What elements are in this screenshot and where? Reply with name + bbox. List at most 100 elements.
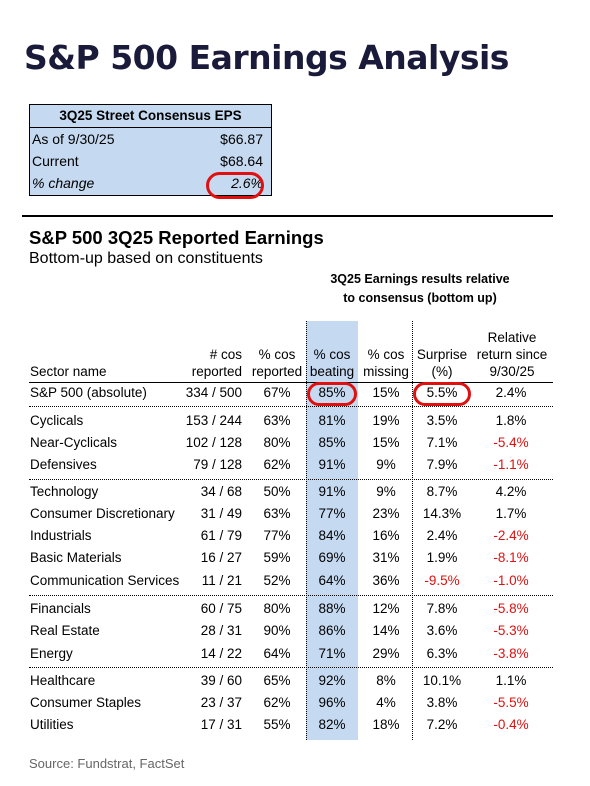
row-relative-return: -5.4%	[493, 435, 529, 450]
row-relative-return: -8.1%	[493, 550, 529, 565]
section-title: S&P 500 3Q25 Reported Earnings	[29, 227, 324, 248]
highlight-circle	[206, 172, 264, 199]
row-pct-missing: 15%	[372, 385, 400, 400]
eps-consensus-box: 3Q25 Street Consensus EPS As of 9/30/25 …	[29, 104, 272, 196]
row-name: S&P 500 (absolute)	[30, 385, 147, 400]
row-relative-return: 1.1%	[495, 673, 527, 688]
row-pct-beating: 86%	[318, 623, 346, 638]
row-pct-beating: 85%	[318, 435, 346, 450]
row-surprise: 7.1%	[426, 435, 458, 450]
group-separator	[29, 479, 553, 480]
row-pct-missing: 18%	[372, 717, 400, 732]
row-pct-missing: 31%	[372, 550, 400, 565]
row-reported: 39 / 60	[200, 673, 242, 688]
row-name: Consumer Discretionary	[30, 506, 175, 521]
col-header-line: (%)	[431, 364, 453, 379]
row-pct-missing: 8%	[376, 673, 396, 688]
row-name: Basic Materials	[30, 550, 122, 565]
row-relative-return: 1.8%	[495, 413, 527, 428]
row-pct-reported: 64%	[263, 646, 291, 661]
row-surprise: 3.8%	[426, 695, 458, 710]
row-surprise: 10.1%	[422, 673, 462, 688]
row-reported: 31 / 49	[200, 506, 242, 521]
column-divider	[306, 321, 307, 740]
col-header-line: reported	[191, 364, 242, 379]
row-pct-missing: 29%	[372, 646, 400, 661]
col-header-line: missing	[363, 364, 409, 379]
row-reported: 16 / 27	[200, 550, 242, 565]
row-pct-reported: 62%	[263, 695, 291, 710]
row-pct-beating: 77%	[318, 506, 346, 521]
row-relative-return: -5.8%	[493, 601, 529, 616]
row-relative-return: -2.4%	[493, 528, 529, 543]
col-header-pct-missing: % cos missing	[360, 346, 412, 380]
row-reported: 34 / 68	[200, 484, 242, 499]
row-pct-missing: 16%	[372, 528, 400, 543]
source-note: Source: Fundstrat, FactSet	[29, 756, 185, 771]
row-pct-reported: 77%	[263, 528, 291, 543]
row-pct-beating: 92%	[318, 673, 346, 688]
row-surprise: 5.5%	[426, 385, 458, 400]
row-pct-beating: 85%	[318, 385, 346, 400]
eps-row-as-of: As of 9/30/25 $66.87	[30, 128, 271, 150]
row-name: Healthcare	[30, 673, 96, 688]
row-pct-reported: 65%	[263, 673, 291, 688]
row-name: Industrials	[30, 528, 92, 543]
row-surprise: 8.7%	[426, 484, 458, 499]
row-pct-reported: 80%	[263, 435, 291, 450]
col-header-line: % cos	[367, 347, 405, 362]
eps-box-header: 3Q25 Street Consensus EPS	[30, 105, 271, 128]
row-pct-missing: 9%	[376, 484, 396, 499]
row-surprise: 2.4%	[426, 528, 458, 543]
row-pct-missing: 9%	[376, 457, 396, 472]
row-pct-beating: 71%	[318, 646, 346, 661]
col-header-surprise: Surprise (%)	[412, 346, 472, 380]
row-reported: 102 / 128	[185, 435, 242, 450]
row-pct-reported: 67%	[263, 385, 291, 400]
eps-row-value: $68.64	[220, 153, 263, 169]
row-pct-beating: 96%	[318, 695, 346, 710]
row-pct-reported: 52%	[263, 573, 291, 588]
row-pct-missing: 14%	[372, 623, 400, 638]
group-separator	[29, 595, 553, 596]
row-relative-return: -5.5%	[493, 695, 529, 710]
row-name: Real Estate	[30, 623, 100, 638]
row-reported: 17 / 31	[200, 717, 242, 732]
row-name: Financials	[30, 601, 91, 616]
col-header-name: Sector name	[30, 364, 107, 379]
eps-row-label: Current	[32, 153, 79, 169]
row-reported: 60 / 75	[200, 601, 242, 616]
row-name: Utilities	[30, 717, 74, 732]
section-subtitle: Bottom-up based on constituents	[29, 250, 263, 267]
row-surprise: 7.8%	[426, 601, 458, 616]
row-relative-return: -5.3%	[493, 623, 529, 638]
row-reported: 61 / 79	[200, 528, 242, 543]
row-surprise: 3.6%	[426, 623, 458, 638]
group-header: 3Q25 Earnings results relative to consen…	[320, 270, 520, 308]
row-pct-beating: 82%	[318, 717, 346, 732]
row-pct-reported: 90%	[263, 623, 291, 638]
row-pct-missing: 15%	[372, 435, 400, 450]
row-pct-beating: 91%	[318, 484, 346, 499]
row-surprise: 3.5%	[426, 413, 458, 428]
row-name: Energy	[30, 646, 73, 661]
group-separator	[29, 406, 553, 407]
col-header-line: reported	[251, 364, 303, 379]
highlight-circle	[307, 382, 357, 406]
highlight-circle	[413, 382, 471, 406]
row-surprise: 7.9%	[426, 457, 458, 472]
row-pct-missing: 4%	[376, 695, 396, 710]
row-pct-missing: 19%	[372, 413, 400, 428]
row-pct-reported: 55%	[263, 717, 291, 732]
page-title: S&P 500 Earnings Analysis	[24, 38, 509, 77]
eps-row-label: As of 9/30/25	[32, 131, 115, 147]
row-surprise: 14.3%	[422, 506, 462, 521]
row-relative-return: -3.8%	[493, 646, 529, 661]
row-pct-missing: 36%	[372, 573, 400, 588]
row-relative-return: 2.4%	[495, 385, 527, 400]
row-pct-beating: 81%	[318, 413, 346, 428]
row-pct-beating: 84%	[318, 528, 346, 543]
col-header-line: beating	[309, 364, 355, 379]
group-header-line: 3Q25 Earnings results relative	[330, 272, 510, 286]
col-header-pct-beating: % cos beating	[306, 346, 358, 380]
